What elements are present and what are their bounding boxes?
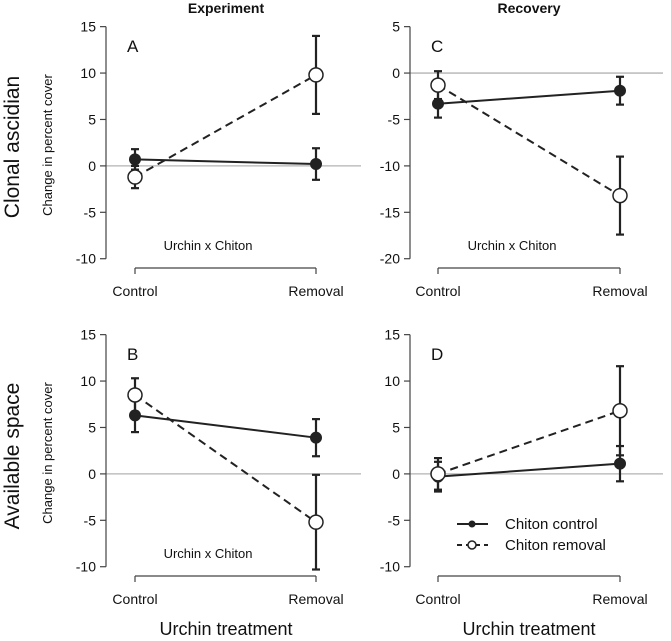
y-tick-label-a-2: 5 — [88, 111, 96, 127]
y-tick-label-d-4: -5 — [388, 512, 401, 528]
x-tick-label-b-1: Removal — [288, 591, 343, 607]
x-tick-label-d-1: Removal — [592, 591, 647, 607]
y-tick-label-a-5: -10 — [76, 251, 96, 267]
y-tick-label-b-2: 5 — [88, 419, 96, 435]
x-tick-label-c-0: Control — [415, 283, 460, 299]
point-d-chiton-removal-0 — [430, 466, 446, 482]
legend-open-marker — [467, 540, 477, 550]
series-line-d-chiton-removal — [437, 409, 621, 475]
row-title-clonal-ascidian: Clonal ascidian — [1, 76, 24, 218]
point-d-chiton-control-1 — [614, 457, 626, 470]
point-d-chiton-removal-1 — [612, 403, 628, 419]
point-a-chiton-control-0 — [129, 153, 141, 166]
series-line-a-chiton-removal — [134, 74, 317, 178]
y-tick-label-d-0: 15 — [384, 327, 400, 343]
y-tick-label-d-3: 0 — [392, 466, 400, 482]
y-tick-label-c-4: -15 — [380, 204, 400, 220]
point-b-chiton-removal-0 — [127, 387, 143, 403]
y-tick-label-d-2: 5 — [392, 419, 400, 435]
point-b-chiton-removal-1 — [308, 514, 324, 530]
x-axis-title-right: Urchin treatment — [462, 619, 595, 639]
row-title-available-space: Available space — [1, 383, 24, 530]
y-tick-label-c-0: 5 — [392, 19, 400, 35]
point-c-chiton-removal-1 — [612, 187, 628, 204]
column-title-experiment: Experiment — [188, 0, 265, 16]
legend-entry-chiton-control: Chiton control — [505, 516, 598, 533]
x-tick-label-a-1: Removal — [288, 283, 343, 299]
annotation-c: Urchin x Chiton — [468, 238, 557, 253]
panel-letter-d: D — [431, 345, 443, 364]
y-tick-label-b-3: 0 — [88, 466, 96, 482]
y-tick-label-b-5: -10 — [76, 559, 96, 575]
series-line-d-chiton-control — [437, 462, 621, 478]
series-line-b-chiton-control — [134, 414, 317, 439]
column-title-recovery: Recovery — [497, 0, 560, 16]
y-tick-label-d-1: 10 — [384, 373, 400, 389]
y-tick-label-b-4: -5 — [84, 512, 97, 528]
legend-entry-chiton-removal: Chiton removal — [505, 537, 606, 554]
series-line-a-chiton-control — [134, 158, 317, 166]
annotation-b: Urchin x Chiton — [164, 546, 253, 561]
y-axis-label-b: Change in percent cover — [40, 382, 55, 524]
x-tick-label-a-0: Control — [112, 283, 157, 299]
y-tick-label-c-1: 0 — [392, 65, 400, 81]
panel-letter-b: B — [127, 345, 138, 364]
y-tick-label-a-3: 0 — [88, 158, 96, 174]
series-line-b-chiton-removal — [134, 394, 317, 523]
y-tick-label-a-1: 10 — [80, 65, 96, 81]
panel-letter-a: A — [127, 37, 139, 56]
panel-letter-c: C — [431, 37, 443, 56]
point-c-chiton-control-1 — [614, 84, 626, 97]
y-tick-label-c-3: -10 — [380, 158, 400, 174]
legend: Chiton control Chiton removal — [457, 516, 606, 554]
annotation-a: Urchin x Chiton — [164, 238, 253, 253]
y-axis-label-a: Change in percent cover — [40, 74, 55, 216]
y-tick-label-d-5: -10 — [380, 559, 400, 575]
y-tick-label-b-1: 10 — [80, 373, 96, 389]
point-b-chiton-control-1 — [310, 431, 322, 444]
y-tick-label-a-4: -5 — [84, 204, 97, 220]
x-tick-label-c-1: Removal — [592, 283, 647, 299]
panel-a: 15 10 5 0 -5 -10 Control Removal Change in perce… — [40, 19, 361, 299]
point-a-chiton-control-1 — [310, 158, 322, 171]
x-axis-title-left: Urchin treatment — [159, 619, 292, 639]
panel-c: 5 0 -5 -10 -15 -20 Control Removal C Urchin x Chi… — [380, 19, 663, 299]
series-line-c-chiton-control — [437, 89, 621, 105]
y-tick-label-c-5: -20 — [380, 251, 400, 267]
series-line-c-chiton-removal — [437, 84, 621, 197]
y-tick-label-b-0: 15 — [80, 327, 96, 343]
point-a-chiton-removal-0 — [127, 169, 143, 185]
x-tick-label-b-0: Control — [112, 591, 157, 607]
y-tick-label-a-0: 15 — [80, 19, 96, 35]
panel-b: 15 10 5 0 -5 -10 Control Removal Change in perce… — [40, 327, 361, 607]
y-tick-label-c-2: -5 — [388, 111, 401, 127]
legend-filled-marker — [468, 520, 476, 528]
x-tick-label-d-0: Control — [415, 591, 460, 607]
panel-d: 15 10 5 0 -5 -10 Control Removal D — [380, 327, 663, 607]
point-a-chiton-removal-1 — [308, 67, 324, 83]
point-c-chiton-removal-0 — [430, 77, 446, 93]
